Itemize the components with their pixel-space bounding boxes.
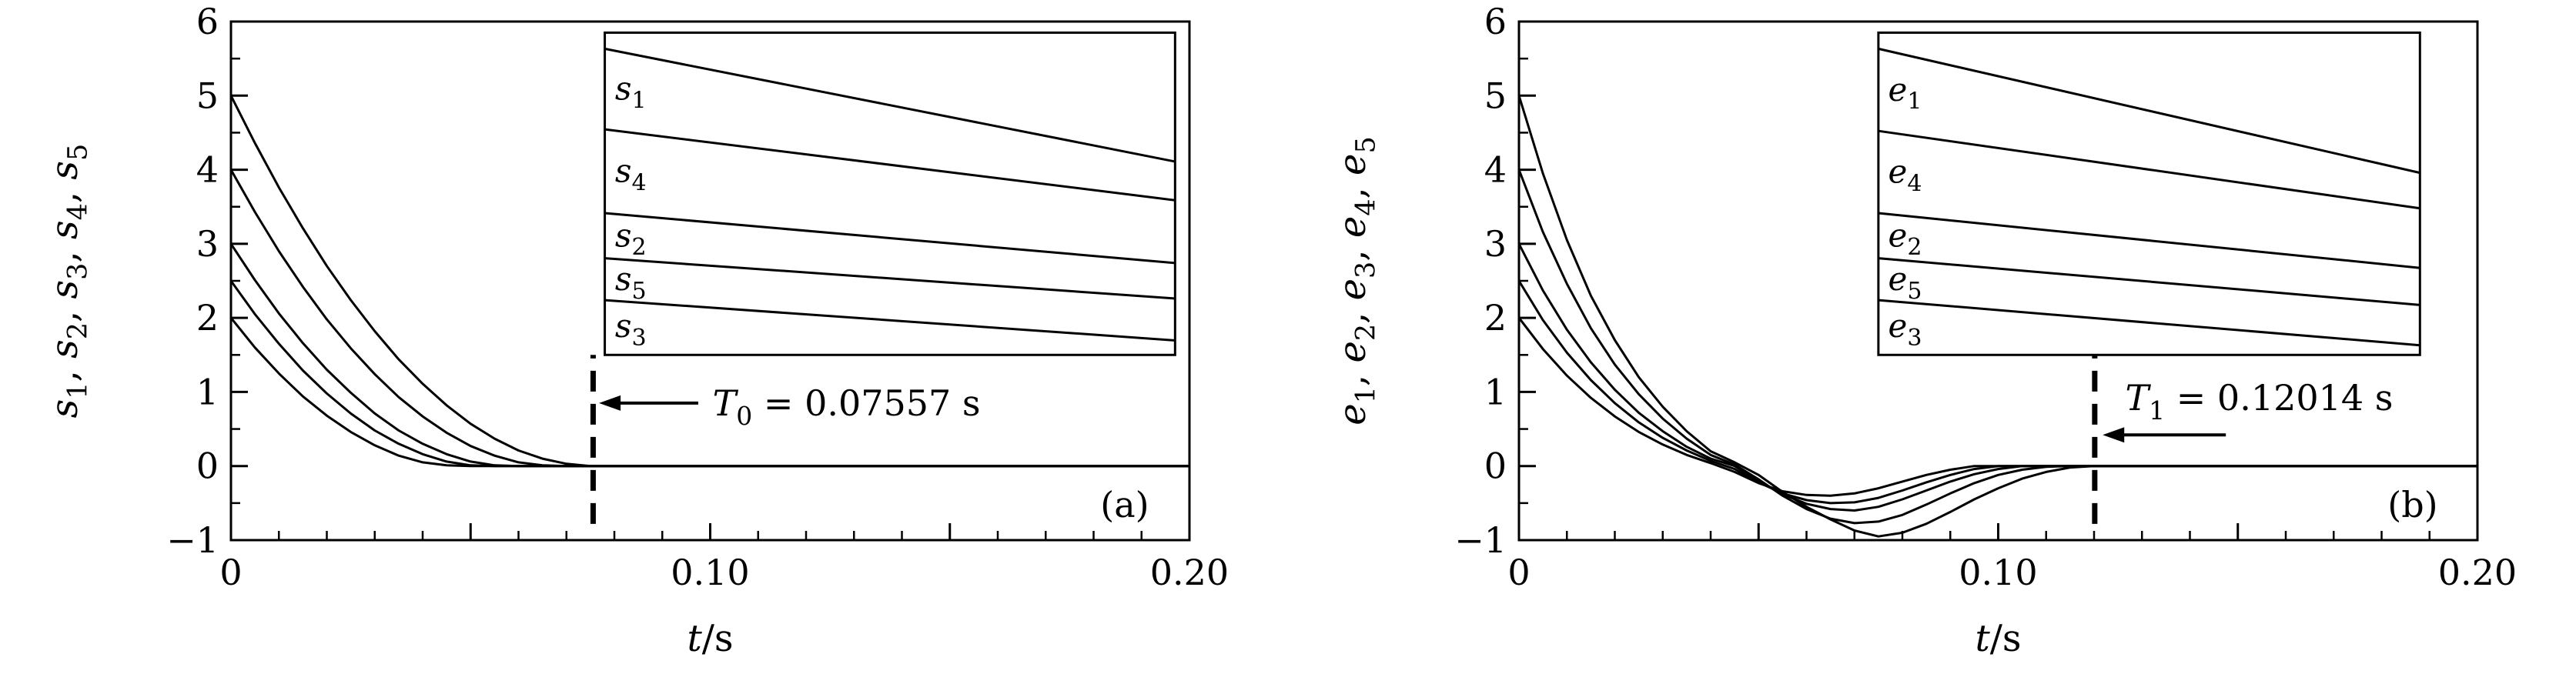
panel-letter-label: (a) [1100, 484, 1149, 526]
y-axis-label: s1, s2, s3, s4, s5 [43, 144, 93, 419]
x-tick-label: 0 [1507, 552, 1530, 593]
panel-letter-label: (b) [2387, 484, 2437, 526]
y-tick-label: 2 [1484, 297, 1507, 339]
inset-line-e2 [1878, 212, 2420, 269]
left-arrow-icon [599, 395, 621, 411]
chart-b-svg: T1 = 0.12014 s0 0.10 0.20−10123456e1e4e2e5… [1288, 0, 2576, 674]
y-tick-label: 3 [196, 223, 219, 265]
y-tick-label: 3 [1484, 223, 1507, 265]
series-curve-s3 [229, 317, 1189, 468]
x-tick-label: 0.20 [2438, 552, 2517, 593]
y-tick-label: 4 [196, 149, 219, 191]
x-tick-label: 0.10 [671, 552, 749, 593]
x-tick-label: 0 [219, 552, 242, 593]
inset-line-s2 [604, 212, 1176, 265]
y-tick-label: 0 [1484, 445, 1507, 487]
inset-line-s4 [604, 128, 1176, 202]
inset-label-e4: e4 [1889, 153, 1922, 198]
inset-label-s4: s4 [615, 152, 647, 197]
inset-label-e3: e3 [1889, 307, 1922, 352]
inset-label-e2: e2 [1889, 216, 1922, 261]
y-tick-label: 4 [1484, 149, 1507, 191]
series-group [229, 95, 1189, 468]
panel-b: T1 = 0.12014 s 0 0.10 0.20 −1 0 1 2 3 4 5 6 e1 e4 e2 e5… [1288, 0, 2576, 674]
chart-a-svg: T0 = 0.07557 s0 0.10 0.20−10123456s1s4s2s5… [43, 1, 1229, 660]
inset-line-s3 [604, 299, 1176, 342]
inset-label-s5: s5 [615, 260, 647, 305]
left-arrow-icon [2103, 427, 2125, 443]
y-tick-label: 0 [196, 445, 219, 487]
panel-a: T0 = 0.07557 s 0 0.10 0.20 −1 0 1 2 3 4 5 6 s1 s4 s2 s5… [43, 1, 1229, 660]
inset-box [604, 31, 1176, 356]
inset-label-e1: e1 [1889, 71, 1922, 115]
inset-line-e1 [1878, 47, 2420, 175]
inset-label-s2: s2 [615, 216, 647, 261]
y-tick-label: 6 [1484, 1, 1507, 42]
y-tick-label: 1 [1484, 371, 1507, 412]
inset-label-e5: e5 [1889, 260, 1922, 305]
series-group [1517, 95, 2477, 538]
x-axis-label: t/s [1975, 617, 2021, 660]
inset-label-s1: s1 [615, 70, 647, 115]
x-tick-label: 0.20 [1150, 552, 1229, 593]
y-tick-label: 6 [196, 1, 219, 42]
threshold-label: T0 = 0.07557 s [713, 382, 981, 431]
y-tick-label: 5 [196, 75, 219, 116]
inset-label-s3: s3 [615, 307, 647, 352]
inset-line-s5 [604, 257, 1176, 300]
y-tick-label: 5 [1484, 75, 1507, 116]
annotation-group: T0 = 0.07557 s [590, 355, 981, 524]
inset-line-e5 [1878, 257, 2420, 306]
y-tick-label: −1 [1454, 519, 1507, 561]
inset-line-e4 [1878, 129, 2420, 210]
series-curve-e3 [1517, 317, 2477, 497]
y-axis-label: e1, e2, e3, e4, e5 [1331, 136, 1381, 425]
y-tick-label: 2 [196, 297, 219, 339]
annotation-group: T1 = 0.12014 s [2092, 355, 2393, 524]
inset-box [1877, 31, 2421, 356]
inset-line-s1 [604, 47, 1176, 163]
inset-line-e3 [1878, 299, 2420, 347]
y-tick-label: 1 [196, 371, 219, 412]
x-axis-label: t/s [687, 617, 733, 660]
x-tick-label: 0.10 [1959, 552, 2037, 593]
threshold-label: T1 = 0.12014 s [2125, 377, 2393, 425]
y-tick-label: −1 [166, 519, 219, 561]
